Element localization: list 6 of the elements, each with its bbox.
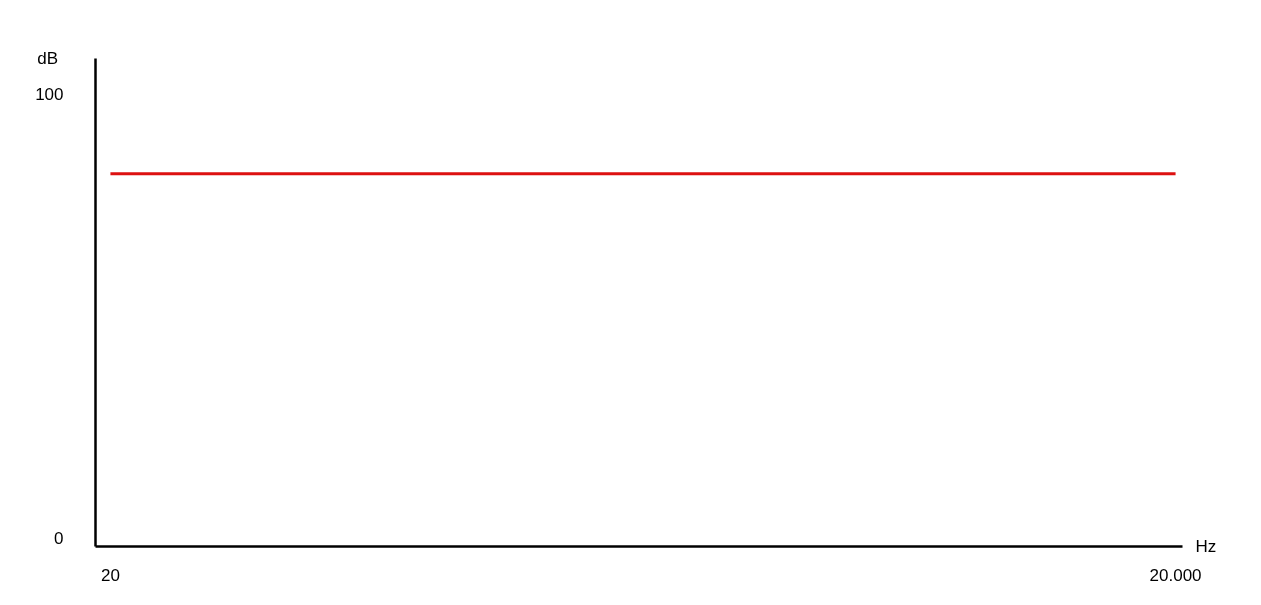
y-axis-title: dB (37, 49, 59, 68)
y-tick-label: 100 (35, 84, 64, 104)
x-tick-label: 20.000 (1149, 565, 1202, 585)
y-tick-label: 0 (54, 528, 64, 548)
x-tick-label: 20 (100, 565, 120, 585)
x-axis-title: Hz (1195, 537, 1217, 556)
